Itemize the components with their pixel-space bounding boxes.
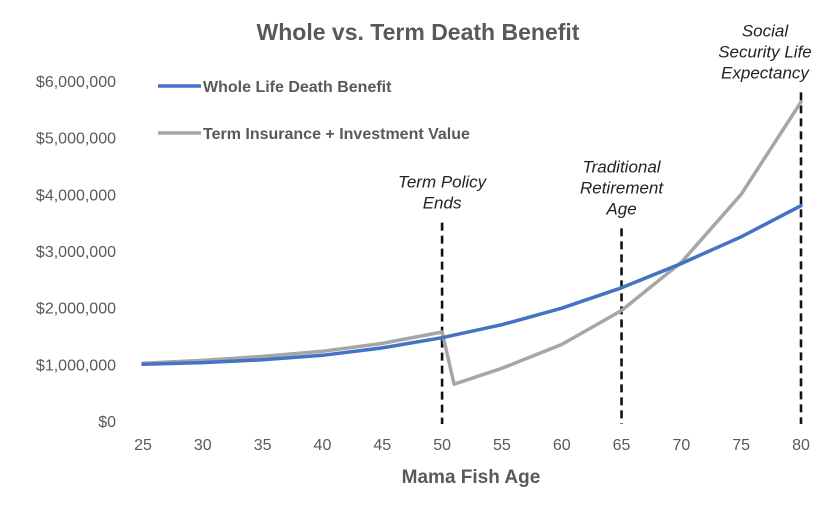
legend: Whole Life Death Benefit Term Insurance +…: [158, 79, 470, 143]
data-point: [380, 341, 384, 345]
y-axis-ticks: $0 $1,000,000 $2,000,000 $3,000,000 $4,000,0…: [36, 74, 116, 431]
data-point: [261, 354, 265, 358]
x-axis-label: Mama Fish Age: [402, 467, 541, 488]
data-point: [799, 204, 803, 208]
annotation-labels: Term Policy Ends Traditional Retirement Age S…: [398, 21, 812, 218]
annotation-label: Security Life: [718, 42, 812, 61]
x-tick-label: 50: [433, 437, 451, 454]
annotation-label: Expectancy: [721, 63, 810, 82]
data-point: [500, 323, 504, 327]
data-point: [560, 342, 564, 347]
y-tick-label: $3,000,000: [36, 244, 116, 261]
x-tick-label: 70: [672, 437, 690, 454]
data-point: [799, 100, 803, 104]
x-axis-ticks: 25 30 35 40 45 50 55 60 65 70 75 80: [134, 437, 810, 454]
x-tick-label: 80: [792, 437, 810, 454]
data-point: [619, 286, 624, 290]
annotation-label: Retirement: [580, 178, 664, 197]
annotation-label: Term Policy: [398, 173, 488, 192]
x-tick-label: 60: [553, 437, 571, 454]
y-tick-label: $0: [98, 414, 116, 431]
annotation-label: Traditional: [582, 157, 661, 176]
data-point: [500, 366, 504, 370]
y-tick-label: $2,000,000: [36, 301, 116, 318]
annotation-label: Social: [742, 21, 790, 40]
legend-label: Term Insurance + Investment Value: [203, 126, 470, 143]
data-point: [440, 336, 444, 340]
data-point: [261, 358, 265, 362]
data-point: [452, 382, 456, 386]
x-tick-label: 75: [732, 437, 750, 454]
data-point: [320, 349, 325, 353]
data-point: [141, 362, 145, 366]
chart-title: Whole vs. Term Death Benefit: [257, 19, 580, 45]
y-tick-label: $5,000,000: [36, 131, 116, 148]
data-point: [201, 361, 205, 365]
data-point: [739, 192, 743, 196]
data-point: [619, 308, 624, 313]
x-tick-label: 35: [254, 437, 272, 454]
data-point: [679, 261, 683, 266]
x-tick-label: 45: [373, 437, 391, 454]
x-tick-label: 30: [194, 437, 212, 454]
annotation-label: Age: [605, 199, 636, 218]
data-point: [440, 330, 444, 334]
legend-label: Whole Life Death Benefit: [203, 79, 392, 96]
annotation-label: Ends: [423, 194, 462, 213]
y-tick-label: $4,000,000: [36, 187, 116, 204]
series-line-2: [141, 100, 803, 386]
data-point: [739, 235, 743, 239]
y-tick-label: $6,000,000: [36, 74, 116, 91]
annotation-lines: [440, 92, 803, 424]
data-point: [320, 353, 325, 357]
x-tick-label: 40: [314, 437, 332, 454]
y-tick-label: $1,000,000: [36, 357, 116, 374]
series-line-1: [141, 203, 803, 367]
x-tick-label: 65: [613, 437, 631, 454]
x-tick-label: 25: [134, 437, 152, 454]
data-point: [560, 306, 564, 310]
x-tick-label: 55: [493, 437, 511, 454]
data-point: [380, 346, 384, 350]
series-layer: [141, 100, 803, 386]
